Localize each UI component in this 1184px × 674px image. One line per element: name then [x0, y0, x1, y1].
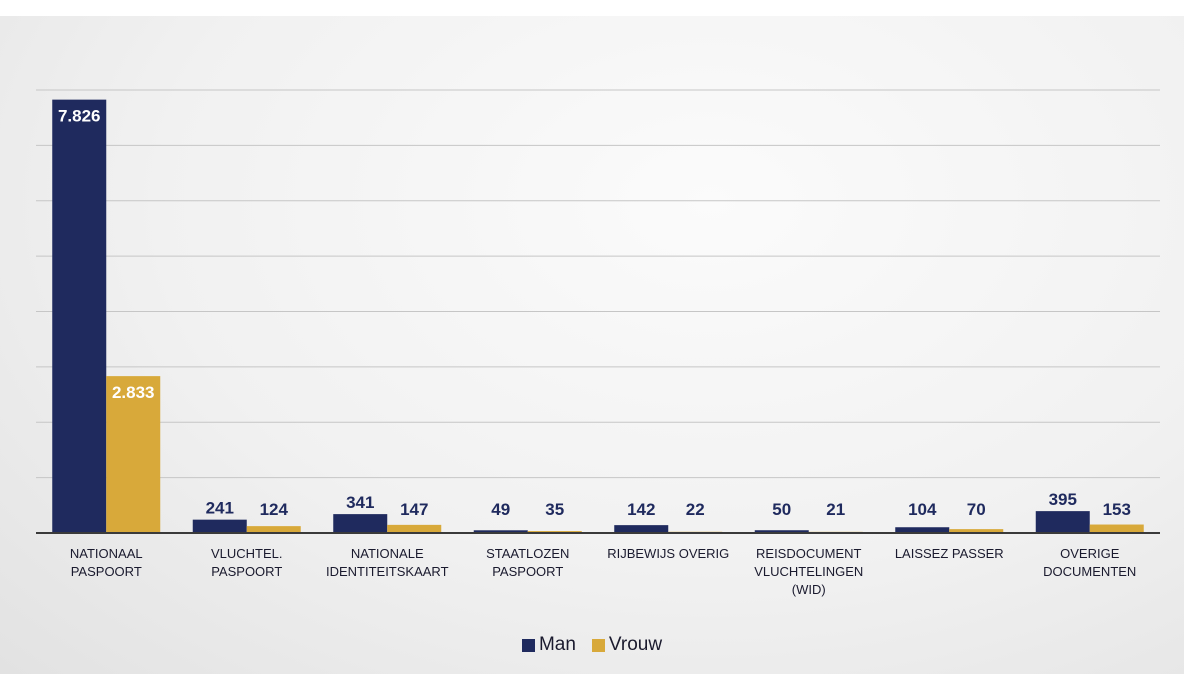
bar-vrouw [1089, 524, 1144, 533]
legend-item-man: Man [521, 634, 576, 656]
bar-vrouw [387, 524, 442, 533]
category-label: NATIONAAL [70, 546, 143, 561]
category-label: NATIONALE [351, 546, 424, 561]
legend-swatch-vrouw [591, 638, 605, 652]
value-label-vrouw: 35 [545, 500, 564, 519]
value-label-man: 49 [491, 500, 510, 519]
legend-label-man: Man [538, 634, 576, 655]
value-label-vrouw: 124 [260, 500, 289, 519]
bar-man [52, 99, 107, 533]
value-label-man: 241 [206, 499, 234, 518]
bar-vrouw [106, 376, 161, 533]
value-label-vrouw: 147 [400, 500, 428, 519]
value-label-man: 142 [627, 500, 655, 519]
bar-man [333, 514, 388, 533]
bar-vrouw [246, 526, 301, 533]
category-label: LAISSEZ PASSER [895, 546, 1004, 561]
category-label: VLUCHTEL. [211, 546, 283, 561]
bar-man [192, 519, 247, 533]
bar-vrouw [949, 529, 1004, 533]
value-label-man: 341 [346, 493, 374, 512]
category-label: VLUCHTELINGEN [754, 564, 863, 579]
value-label-vrouw: 22 [686, 500, 705, 519]
value-label-vrouw: 153 [1103, 500, 1131, 519]
category-label: REISDOCUMENT [756, 546, 862, 561]
category-label: PASPOORT [211, 564, 282, 579]
value-label-man: 50 [772, 500, 791, 519]
value-label-man: 104 [908, 500, 937, 519]
bar-man [895, 527, 950, 533]
legend: Man Vrouw [0, 634, 1184, 656]
value-label-man: 7.826 [58, 107, 101, 126]
bar-man [754, 530, 809, 533]
category-label: DOCUMENTEN [1043, 564, 1136, 579]
value-label-vrouw: 2.833 [112, 383, 155, 402]
category-label: PASPOORT [71, 564, 142, 579]
legend-swatch-man [521, 638, 535, 652]
category-label: STAATLOZEN [486, 546, 569, 561]
category-label: IDENTITEITSKAART [326, 564, 449, 579]
category-label: OVERIGE [1060, 546, 1120, 561]
category-label: PASPOORT [492, 564, 563, 579]
bar-man [614, 525, 669, 533]
category-label: (WID) [792, 582, 826, 597]
category-label: RIJBEWIJS OVERIG [607, 546, 729, 561]
value-label-man: 395 [1049, 490, 1077, 509]
bar-man [1035, 511, 1090, 533]
bar-man [473, 530, 528, 533]
legend-item-vrouw: Vrouw [591, 634, 663, 656]
legend-label-vrouw: Vrouw [608, 634, 663, 655]
top-strip [0, 0, 1184, 16]
value-label-vrouw: 21 [826, 500, 845, 519]
value-label-vrouw: 70 [967, 500, 986, 519]
